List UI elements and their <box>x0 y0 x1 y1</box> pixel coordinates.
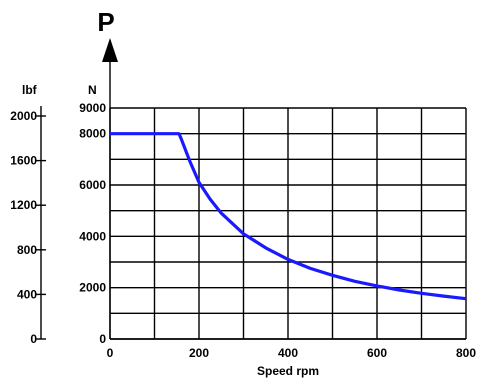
x-tick-label: 400 <box>278 346 298 360</box>
lbf-unit-label: lbf <box>22 83 38 97</box>
x-tick-labels: 0 200 400 600 800 <box>107 346 477 360</box>
newton-tick-labels: 0 2000 4000 6000 8000 9000 <box>79 101 106 346</box>
lbf-tick-label: 1200 <box>10 198 37 212</box>
newton-tick-label: 6000 <box>79 178 106 192</box>
lbf-tick-label: 0 <box>30 332 37 346</box>
series-line <box>110 132 467 301</box>
lbf-tick-label: 1600 <box>10 154 37 168</box>
newton-tick-label: 0 <box>99 332 106 346</box>
lbf-axis: 0 400 800 1200 1600 2000 <box>10 106 46 346</box>
grid <box>109 107 467 340</box>
newton-tick-label: 2000 <box>79 281 106 295</box>
lbf-tick-label: 400 <box>17 287 37 301</box>
newton-unit-label: N <box>88 83 97 97</box>
x-tick-label: 200 <box>189 346 209 360</box>
axes <box>102 38 466 340</box>
lbf-tick-label: 800 <box>17 243 37 257</box>
y-axis-arrow <box>102 38 118 62</box>
x-tick-label: 800 <box>456 346 476 360</box>
x-tick-label: 600 <box>367 346 387 360</box>
newton-tick-label: 4000 <box>79 229 106 243</box>
chart-title: P <box>97 7 114 37</box>
newton-tick-label: 9000 <box>79 101 106 115</box>
newton-tick-label: 8000 <box>79 127 106 141</box>
lbf-tick-label: 2000 <box>10 109 37 123</box>
x-tick-label: 0 <box>107 346 114 360</box>
x-axis-label: Speed rpm <box>257 364 319 378</box>
